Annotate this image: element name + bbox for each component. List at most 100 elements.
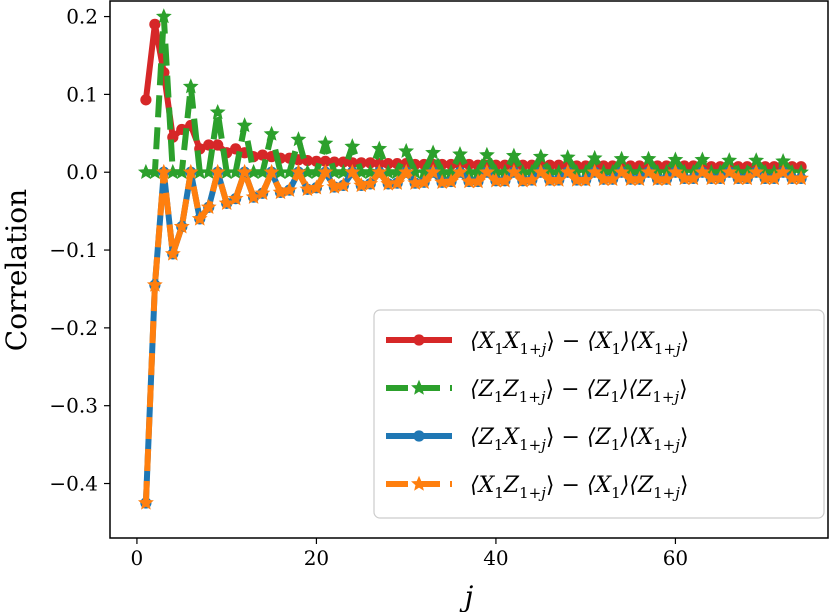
legend-entry: ⟨X1Z1+j⟩ − ⟨X1⟩⟨Z1+j⟩ — [386, 473, 689, 502]
series-1-line — [142, 21, 802, 170]
x-tick-label: 20 — [304, 546, 329, 570]
series-4-point — [155, 163, 172, 179]
series-4-point — [218, 194, 235, 211]
series-1 — [140, 18, 807, 173]
series-4-point — [505, 163, 522, 179]
y-tick-label: −0.2 — [49, 316, 98, 340]
series-2-point — [425, 144, 442, 160]
legend-box — [373, 309, 825, 519]
series-1-point — [140, 94, 152, 106]
series-2-point — [532, 148, 549, 164]
series-2-point — [694, 151, 711, 167]
series-4-point — [371, 163, 388, 179]
series-4-point — [721, 163, 738, 179]
series-2-point — [640, 150, 657, 166]
y-tick-label: −0.4 — [49, 472, 98, 496]
series-4-point — [640, 163, 657, 179]
series-4-point — [694, 163, 711, 179]
x-tick-label: 0 — [131, 546, 144, 570]
series-2-point — [236, 117, 253, 133]
series-4-point — [793, 170, 809, 186]
series-2-point — [371, 140, 388, 156]
x-tick-label: 40 — [483, 546, 508, 570]
series-4-point — [227, 190, 244, 206]
series-4 — [137, 163, 809, 510]
series-1-point — [319, 155, 331, 167]
legend-label: ⟨X1Z1+j⟩ − ⟨X1⟩⟨Z1+j⟩ — [470, 473, 689, 502]
y-tick-label: 0.2 — [66, 5, 98, 29]
series-2-point — [586, 149, 603, 165]
legend-label: ⟨X1X1+j⟩ − ⟨X1⟩⟨X1+j⟩ — [470, 329, 689, 358]
legend: ⟨X1X1+j⟩ − ⟨X1⟩⟨X1+j⟩ ⟨Z1Z1+j⟩ − ⟨Z1⟩⟨Z1+… — [373, 309, 825, 519]
legend-marker — [411, 379, 427, 395]
series-1-point — [149, 18, 161, 30]
series-2-point — [317, 135, 334, 151]
series-4-point — [335, 177, 352, 193]
series-4-point — [748, 163, 765, 179]
series-2-point — [155, 8, 172, 24]
x-axis-title: j — [459, 580, 474, 612]
series-4-point — [532, 163, 549, 179]
series-4-point — [425, 163, 442, 179]
series-4-point — [775, 163, 792, 179]
y-tick-label: −0.3 — [49, 394, 98, 418]
series-4-point — [398, 163, 415, 179]
legend-marker — [411, 475, 427, 491]
series-4-point — [173, 218, 190, 234]
series-4-point — [209, 163, 226, 179]
series-2-point — [263, 125, 280, 141]
series-2-point — [748, 152, 765, 168]
series-4-point — [236, 163, 253, 179]
series-4-point — [586, 163, 603, 179]
legend-label: ⟨Z1Z1+j⟩ − ⟨Z1⟩⟨Z1+j⟩ — [470, 377, 688, 406]
series-1-point — [337, 156, 349, 168]
series-2-point — [559, 149, 576, 165]
plot-area — [137, 8, 809, 510]
legend-entry: ⟨X1X1+j⟩ − ⟨X1⟩⟨X1+j⟩ — [386, 329, 689, 358]
series-2-point — [667, 151, 684, 167]
legend-entry: ⟨Z1Z1+j⟩ − ⟨Z1⟩⟨Z1+j⟩ — [386, 377, 688, 406]
series-4-point — [344, 163, 361, 179]
series-1-point — [364, 157, 376, 169]
y-tick-label: −0.1 — [49, 238, 98, 262]
legend-label: ⟨Z1X1+j⟩ − ⟨Z1⟩⟨X1+j⟩ — [470, 425, 689, 454]
series-4-point — [389, 174, 406, 190]
series-2-point — [452, 145, 468, 162]
series-1-point — [382, 158, 394, 170]
series-4-point — [245, 188, 262, 204]
series-2-point — [398, 142, 415, 158]
y-axis-title: Correlation — [0, 189, 33, 351]
series-4-point — [191, 210, 208, 226]
legend-entry: ⟨Z1X1+j⟩ − ⟨Z1⟩⟨X1+j⟩ — [386, 425, 689, 454]
series-2-point — [344, 138, 361, 154]
series-4-point — [479, 163, 495, 179]
series-2-point — [182, 78, 199, 94]
series-4-point — [164, 245, 181, 261]
series-2-point — [721, 152, 738, 168]
series-4-point — [254, 184, 271, 200]
series-2-point — [290, 131, 307, 147]
series-4-point — [452, 163, 468, 179]
series-4-point — [281, 181, 298, 197]
series-1-point — [203, 139, 215, 151]
series-4-point — [613, 163, 630, 179]
x-tick-label: 60 — [663, 546, 688, 570]
series-2-point — [479, 146, 495, 162]
series-4-point — [470, 173, 486, 189]
series-4-point — [200, 198, 217, 214]
series-1-point — [256, 149, 269, 161]
series-4-point — [137, 494, 154, 510]
axis-ticks: 0 20 40 60 0.2 0.1 0.0 −0.1 −0.2 −0.3 −0.4 — [49, 5, 688, 570]
series-1-point — [373, 158, 385, 170]
legend-marker — [413, 430, 425, 442]
series-1-point — [346, 157, 358, 169]
series-4-point — [559, 163, 576, 179]
series-4-point — [362, 175, 379, 191]
series-4-point — [317, 163, 334, 179]
y-tick-label: 0.0 — [66, 160, 98, 184]
series-2 — [137, 8, 809, 179]
series-4-point — [263, 163, 280, 179]
series-4-point — [308, 179, 325, 195]
series-1-point — [212, 139, 224, 151]
